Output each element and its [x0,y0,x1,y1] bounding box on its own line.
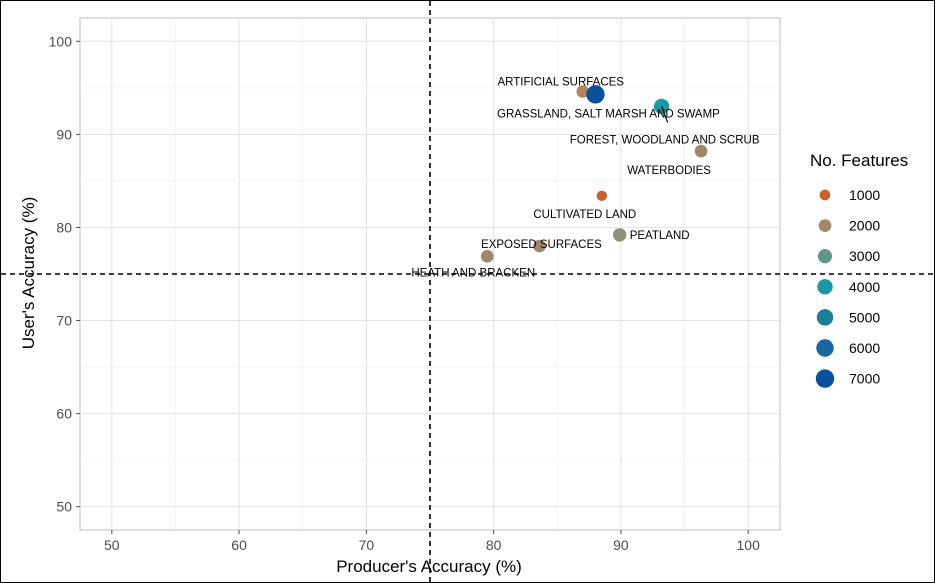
y-tick-label: 70 [56,313,72,329]
legend-key [818,219,832,232]
x-tick-label: 80 [486,537,502,553]
legend-entry-label: 5000 [849,309,880,325]
point-label: HEATH AND BRACKEN [411,267,535,279]
legend-entry-label: 1000 [849,187,880,203]
point-label: EXPOSED SURFACES [481,239,602,251]
legend-key [815,369,835,388]
label-leader-line [661,106,669,123]
x-axis-title: Producer's Accuracy (%) [336,557,522,576]
data-point [596,190,608,202]
x-tick-label: 90 [613,537,629,553]
y-tick-label: 60 [56,406,72,422]
x-tick-label: 60 [231,537,247,553]
x-tick-label: 70 [359,537,375,553]
y-axis-ticks: 50 60 70 80 90 100 [49,33,80,515]
point-label: FOREST, WOODLAND AND SCRUB [570,134,760,146]
legend-key [816,309,834,326]
point-label: CULTIVATED LAND [533,209,636,221]
legend-title: No. Features [810,151,908,170]
data-point [586,85,605,104]
point-labels: ARTIFICIAL SURFACES GRASSLAND, SALT MARSH… [411,77,759,280]
data-point [480,249,494,263]
legend-entry-label: 7000 [849,371,880,387]
legend-entry-label: 4000 [849,279,880,295]
point-label: ARTIFICIAL SURFACES [497,77,624,89]
y-tick-label: 80 [56,219,72,235]
y-tick-label: 100 [49,33,73,49]
legend: No. Features 1000 2000 3000 4000 5000 6000 700… [810,151,908,388]
point-label: GRASSLAND, SALT MARSH AND SWAMP [497,108,720,120]
point-label: WATERBODIES [627,165,711,177]
point-label: PEATLAND [630,230,690,242]
legend-entry-label: 2000 [849,218,880,234]
legend-key [817,249,833,264]
x-tick-label: 50 [104,537,120,553]
data-points [480,85,708,263]
data-point [576,85,589,98]
data-point [533,239,546,253]
data-point [612,228,627,242]
y-axis-title: User's Accuracy (%) [19,197,38,350]
legend-key [817,279,833,295]
x-axis-ticks: 50 60 70 80 90 100 [104,530,760,553]
legend-entry-label: 3000 [849,248,880,264]
legend-key [819,189,831,201]
x-tick-label: 100 [737,537,761,553]
legend-entry-label: 6000 [849,340,880,356]
legend-key [816,339,834,357]
y-tick-label: 50 [56,499,72,515]
y-tick-label: 90 [56,126,72,142]
data-point [694,144,708,158]
